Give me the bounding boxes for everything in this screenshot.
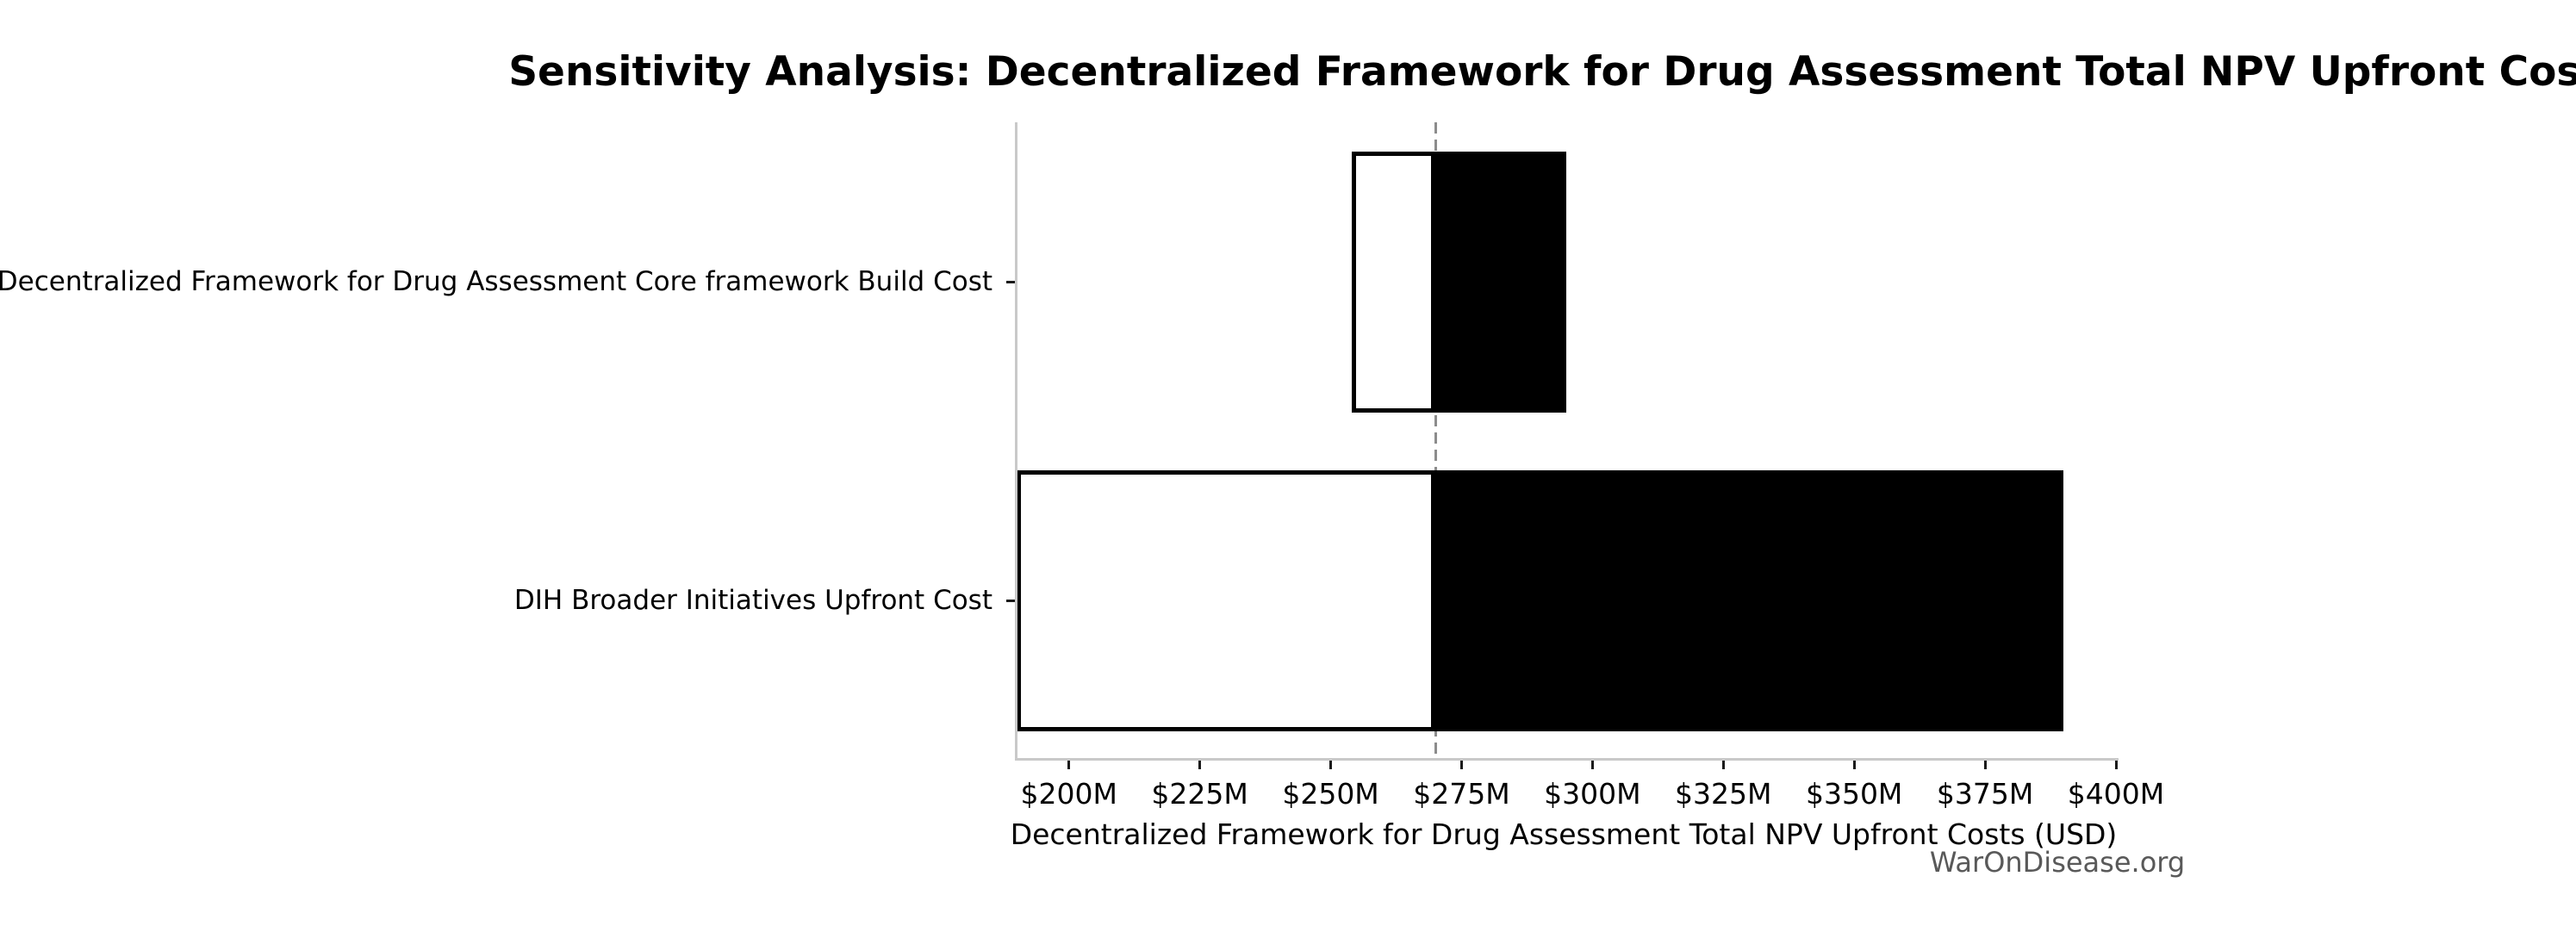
x-tick-mark [1329,761,1333,769]
x-tick-mark [1459,761,1463,769]
y-tick-label: DIH Broader Initiatives Upfront Cost [513,585,992,616]
y-axis-spine [1015,122,1017,761]
x-tick-label: $250M [1282,777,1379,811]
x-tick-label: $400M [2067,777,2165,811]
baseline-dashed-line [1434,122,1437,760]
x-tick-mark [1590,761,1594,769]
chart-title: Sensitivity Analysis: Decentralized Fram… [508,48,2576,96]
x-tick-label: $300M [1544,777,1641,811]
x-tick-mark [1198,761,1202,769]
x-tick-label: $225M [1151,777,1248,811]
x-tick-label: $200M [1020,777,1117,811]
watermark: WarOnDisease.org [1929,846,2186,879]
x-tick-mark [1983,761,1987,769]
x-tick-label: $350M [1805,777,1903,811]
x-tick-mark [2114,761,2118,769]
bar-high-segment [1435,152,1566,413]
bar-high-segment [1435,470,2064,731]
x-tick-label: $275M [1413,777,1510,811]
x-axis-label: Decentralized Framework for Drug Assessm… [1010,817,2118,851]
y-tick-mark [1006,281,1016,283]
x-tick-label: $375M [1936,777,2034,811]
y-tick-mark [1006,600,1016,602]
bar-low-segment [1017,470,1436,731]
x-tick-mark [1721,761,1725,769]
y-tick-label: Decentralized Framework for Drug Assessm… [0,266,992,297]
x-tick-mark [1852,761,1856,769]
x-tick-mark [1067,761,1071,769]
bar-low-segment [1351,152,1436,413]
x-tick-label: $325M [1675,777,1772,811]
x-axis-spine [1015,758,2119,761]
